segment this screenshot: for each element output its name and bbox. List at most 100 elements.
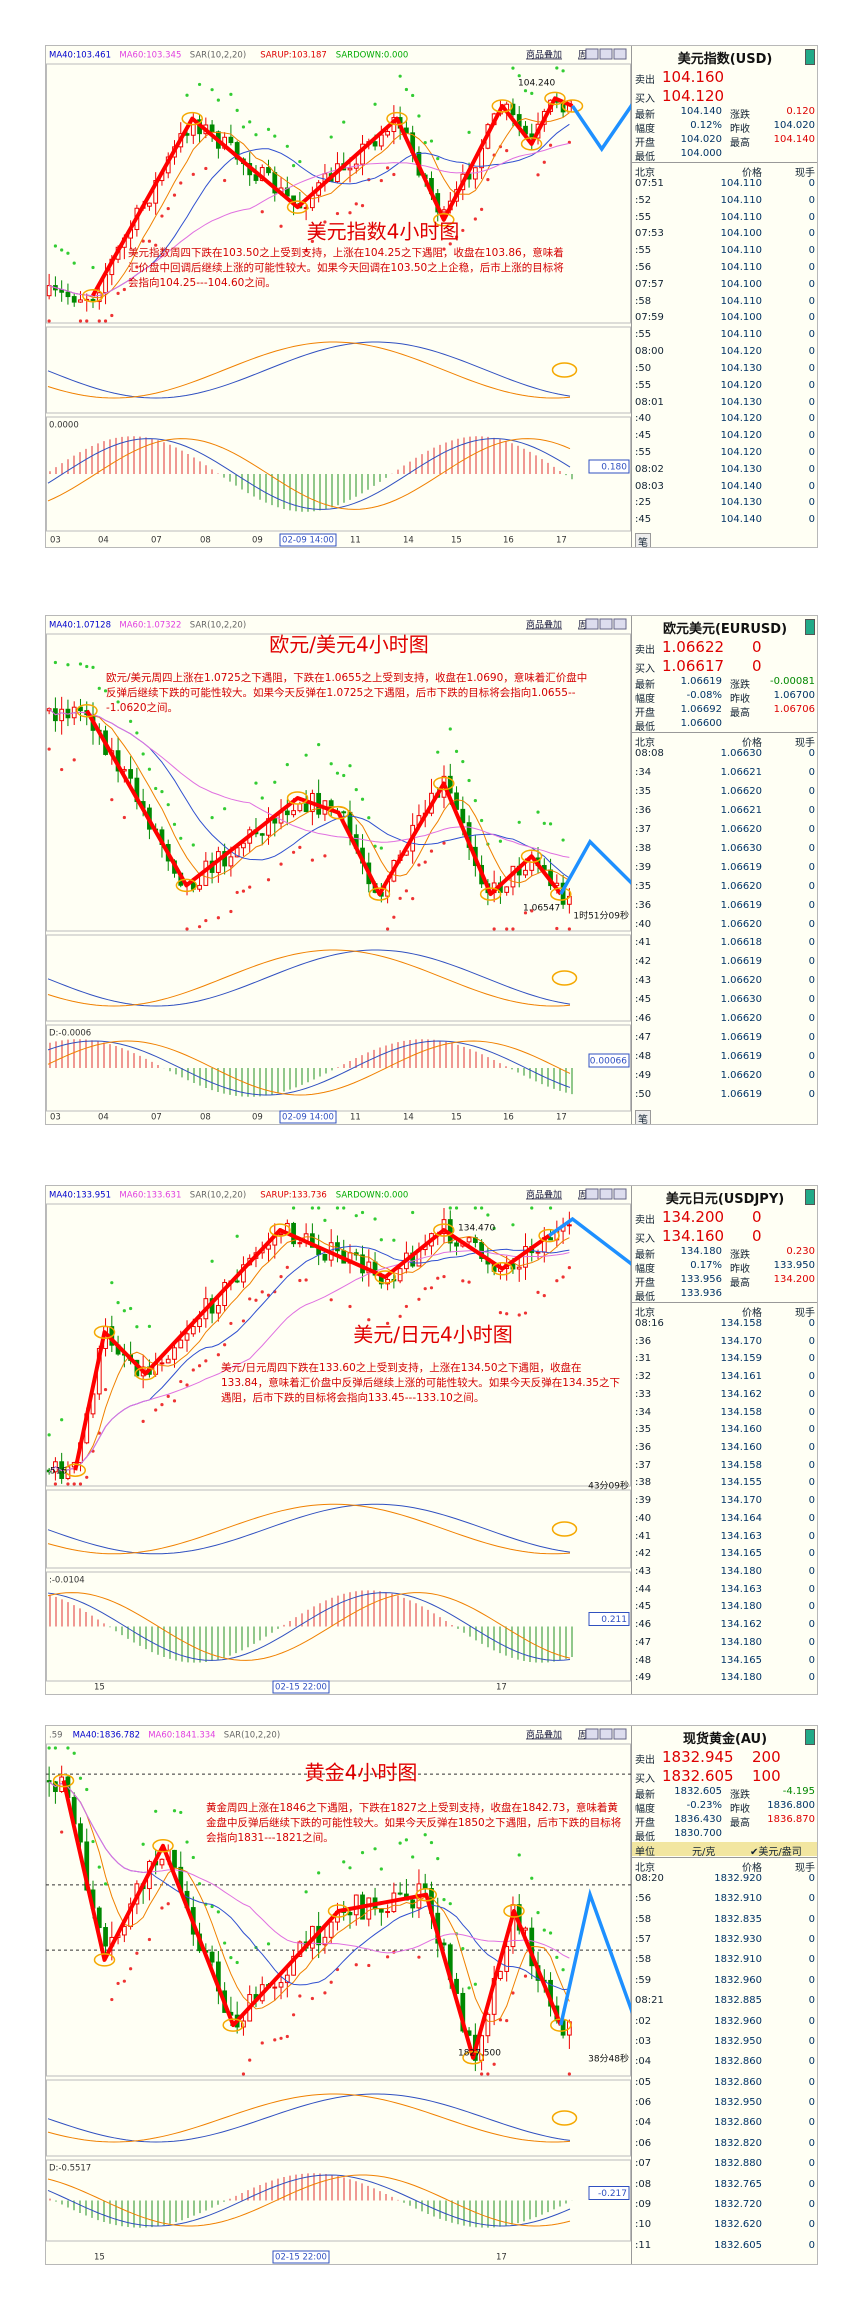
tick-time: 07:57 — [635, 278, 664, 290]
sar-dot — [360, 797, 365, 801]
toolbar-button[interactable]: 商品叠加 — [526, 1729, 562, 1741]
stat-label: 开盘 — [635, 138, 655, 149]
sar-dot — [429, 849, 434, 853]
tick-price: 134.162 — [720, 1388, 762, 1400]
tick-volume: 0 — [808, 1371, 815, 1383]
sar-dot — [436, 1857, 440, 1861]
window-button[interactable] — [599, 1188, 613, 1200]
toolbar-button[interactable]: 商品叠加 — [526, 1189, 562, 1201]
sar-dot — [135, 1325, 139, 1329]
window-button[interactable] — [613, 48, 627, 60]
unit-option[interactable]: 元/克 — [692, 1847, 716, 1858]
tick-volume: 0 — [808, 823, 815, 835]
quote-price: 1.06622 — [662, 638, 725, 656]
sar-dot — [417, 863, 421, 867]
tick-time: 08:16 — [635, 1318, 664, 1329]
candle-body — [59, 708, 65, 722]
crosshair-date-box — [272, 1680, 330, 1694]
candle-body — [297, 803, 303, 812]
oscillator-line — [47, 341, 571, 399]
candle-body — [291, 810, 296, 816]
x-axis-label: 02-15 22:00 — [275, 2253, 327, 2263]
window-button[interactable] — [585, 1188, 599, 1200]
candle-body — [284, 1974, 290, 1984]
tick-price: 104.130 — [720, 463, 762, 475]
sar-dot — [273, 2038, 277, 2042]
tick-price: 1832.860 — [714, 2117, 762, 2129]
indicator-label: MA40:133.951 — [49, 1191, 111, 1201]
tick-volume: 0 — [808, 994, 815, 1006]
sar-dot — [492, 1226, 496, 1230]
commentary-box: 美元指数周四下跌在103.50之上受到支持，上涨在104.25之下遇阻，收盘在1… — [128, 247, 564, 289]
sar-dot — [367, 1318, 371, 1322]
sar-dot — [511, 66, 515, 70]
sar-dot — [116, 1301, 120, 1305]
pane-frame — [46, 63, 631, 324]
stat-value: 0.230 — [786, 1246, 815, 1257]
candle-body — [523, 869, 528, 876]
x-axis-label: 08 — [200, 536, 211, 546]
stat-label: 昨收 — [730, 694, 750, 705]
pivot-marker — [93, 1325, 116, 1339]
window-button[interactable] — [599, 618, 613, 630]
x-axis-label: 17 — [496, 1683, 507, 1693]
window-button[interactable] — [585, 618, 599, 630]
window-button[interactable] — [599, 48, 613, 60]
quote-panel: 现货黄金(AU) 卖出 1832.945 200 买入 1832.605 100 最新 1832… — [631, 1726, 817, 2264]
window-button[interactable] — [585, 1728, 599, 1740]
tick-time: :47 — [635, 1032, 652, 1044]
sar-dot — [285, 144, 289, 148]
chart-panel: MA40:103.461 MA60:103.345 SAR(10,2,20) SARU… — [45, 45, 818, 548]
sar-dot — [160, 1906, 164, 1910]
pivot-marker — [462, 2050, 484, 2065]
x-axis-label: 07 — [151, 536, 162, 546]
sar-dot — [122, 815, 126, 820]
window-button[interactable] — [613, 1728, 627, 1740]
window-button[interactable] — [613, 618, 627, 630]
window-button[interactable] — [585, 48, 599, 60]
sar-dot — [66, 1482, 70, 1486]
table-header: 价格 — [742, 1308, 762, 1319]
tick-time: :38 — [635, 842, 652, 854]
quote-volume: 0 — [752, 657, 762, 675]
window-button[interactable] — [613, 1188, 627, 1200]
window-button[interactable] — [599, 1728, 613, 1740]
sar-dot — [235, 1234, 239, 1238]
stat-label: 幅度 — [635, 124, 655, 135]
stat-value: -0.00081 — [770, 676, 815, 687]
chart-title: 黄金4小时图 — [305, 1761, 418, 1785]
stat-value: 1836.430 — [674, 1814, 722, 1825]
sar-dot — [329, 762, 333, 766]
sar-dot — [248, 1297, 252, 1301]
pivot-marker — [222, 2018, 244, 2032]
tick-price: 104.110 — [720, 329, 762, 341]
tick-volume: 0 — [808, 1318, 815, 1329]
candle-body — [272, 818, 278, 824]
pane-frame — [46, 2159, 631, 2242]
tick-time: 08:08 — [635, 748, 664, 759]
sar-dot — [191, 843, 195, 847]
sar-dot — [53, 244, 58, 248]
unit-option[interactable]: ✔美元/盎司 — [750, 1847, 802, 1858]
sar-dot — [317, 743, 321, 747]
sar-dot — [285, 763, 289, 767]
tick-price: 104.100 — [720, 312, 762, 324]
tick-time: :33 — [635, 1388, 652, 1400]
footer-tab[interactable]: 笔 — [635, 533, 651, 547]
tick-time: 07:53 — [635, 228, 664, 240]
toolbar-button[interactable]: 商品叠加 — [526, 49, 562, 61]
sar-dot — [85, 664, 89, 669]
chart-panel: MA40:133.951 MA60:133.631 SAR(10,2,20) SARU… — [45, 1185, 818, 1695]
macd-label: D:-0.5517 — [49, 2164, 91, 2174]
trend-zigzag — [85, 709, 563, 897]
price-annotation: 1827.500 — [458, 2049, 501, 2059]
toolbar-button[interactable]: 商品叠加 — [526, 619, 562, 631]
footer-tab[interactable]: 笔 — [635, 1110, 651, 1124]
tick-time: :06 — [635, 2137, 652, 2149]
pivot-marker — [479, 887, 502, 901]
sar-dot — [103, 1387, 108, 1392]
tick-price: 134.170 — [720, 1495, 762, 1507]
sar-dot — [147, 239, 152, 243]
indicator-label: SAR(10,2,20) — [190, 1191, 246, 1201]
sar-dot — [461, 228, 465, 233]
